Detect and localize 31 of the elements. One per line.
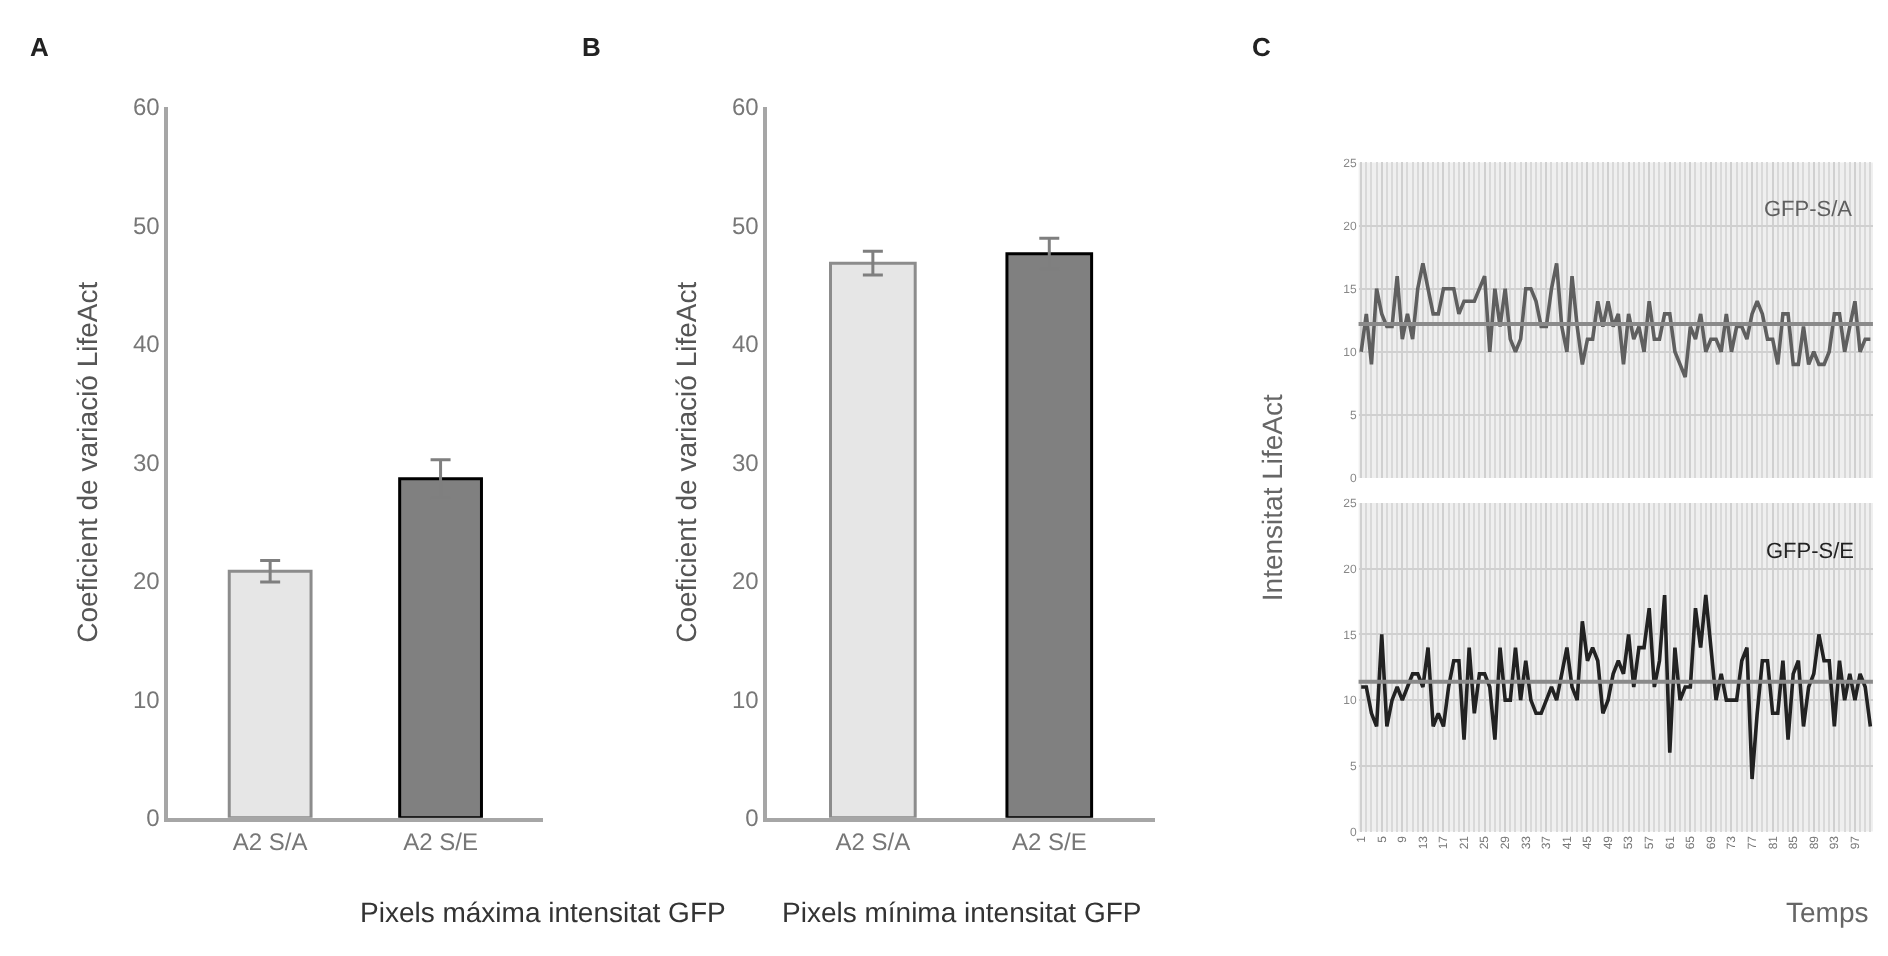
x-tick-label: A2 S/A bbox=[232, 827, 308, 856]
x-tick-label: A2 S/E bbox=[403, 827, 478, 856]
y-tick-label: 0 bbox=[745, 804, 760, 833]
y-tick-label: 50 bbox=[732, 211, 760, 240]
y-tick-label: 60 bbox=[132, 93, 161, 122]
y-tick-label: 20 bbox=[132, 567, 161, 596]
chart-title: A bbox=[30, 32, 50, 62]
y-axis-title: Intensitat LifeAct bbox=[1256, 393, 1289, 602]
x-tick-label: A2 S/A bbox=[835, 827, 911, 856]
y-tick-label: 10 bbox=[132, 685, 161, 714]
y-tick-label: 20 bbox=[732, 567, 760, 596]
y-tick-label: 60 bbox=[732, 93, 760, 122]
x-axis-title: Pixels mínima intensitat GFP bbox=[782, 896, 1142, 928]
chart-title: B bbox=[582, 32, 601, 62]
y-tick-label: 30 bbox=[732, 448, 760, 477]
x-axis-title: Temps bbox=[1786, 896, 1869, 928]
y-tick-label: 30 bbox=[132, 448, 161, 477]
text: GFP-S/A bbox=[1764, 198, 1854, 222]
y-axis-title: Coeficient de variació LifeAct bbox=[71, 281, 104, 643]
y-tick-label: 10 bbox=[732, 685, 760, 714]
y-tick-label: 50 bbox=[132, 211, 161, 240]
text: GFP-S/E bbox=[1766, 540, 1855, 564]
x-tick-label: A2 S/E bbox=[1011, 827, 1087, 856]
x-axis-title: Pixels máxima intensitat GFP bbox=[360, 896, 726, 928]
y-tick-label: 0 bbox=[146, 804, 161, 833]
line-series bbox=[1359, 593, 1873, 781]
y-tick-label: 40 bbox=[732, 330, 760, 359]
y-axis-title: Coeficient de variació LifeAct bbox=[670, 281, 703, 643]
chart-title: C bbox=[1252, 32, 1272, 62]
line-series bbox=[1359, 261, 1873, 379]
y-tick-label: 40 bbox=[132, 330, 161, 359]
